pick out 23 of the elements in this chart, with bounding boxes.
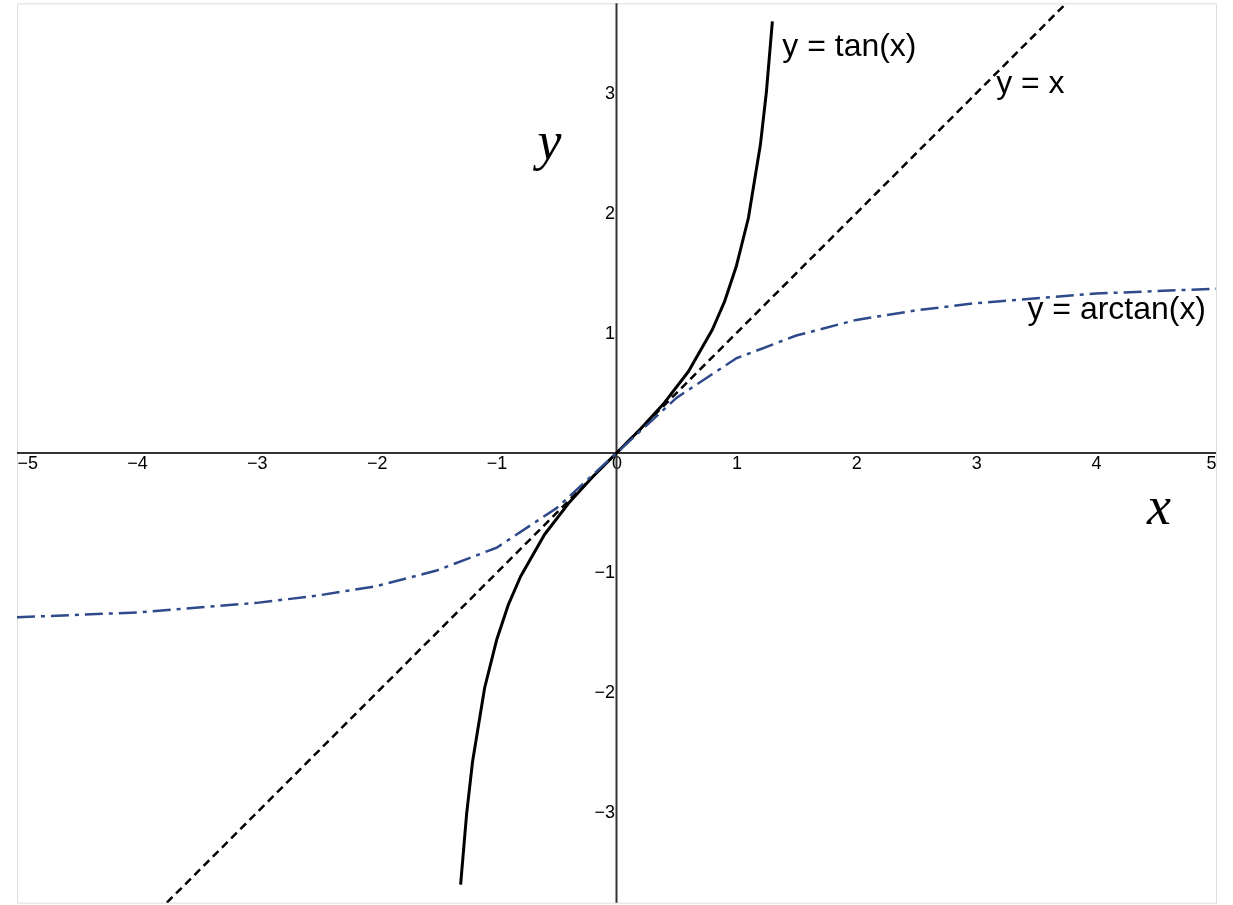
line-series <box>16 287 1217 619</box>
x-tick-label: 3 <box>971 453 982 474</box>
y-tick-label: 2 <box>605 202 615 223</box>
y-axis-title: y <box>532 111 562 172</box>
x-tick-label: 2 <box>851 453 862 474</box>
x-tick-label: 4 <box>1091 453 1102 474</box>
x-tick-label: −3 <box>247 453 268 474</box>
y-tick-label: 3 <box>605 82 615 103</box>
x-axis-title: x <box>1146 475 1172 536</box>
line-series <box>459 19 774 887</box>
x-tick-label: −5 <box>17 453 38 474</box>
x-tick-label: 5 <box>1206 453 1217 474</box>
y-tick-label: −3 <box>594 802 615 823</box>
y-tick-label: −2 <box>594 682 615 703</box>
x-tick-label: −4 <box>127 453 148 474</box>
y-tick-label: 1 <box>605 322 615 343</box>
x-tick-label: 1 <box>731 453 742 474</box>
series-label: y = arctan(x) <box>1027 289 1207 326</box>
series-label: y = tan(x) <box>782 27 917 64</box>
series-label: y = x <box>996 64 1065 101</box>
x-tick-label: −2 <box>366 453 388 474</box>
y-tick-label: −1 <box>594 562 615 583</box>
x-tick-label: −1 <box>486 453 508 474</box>
